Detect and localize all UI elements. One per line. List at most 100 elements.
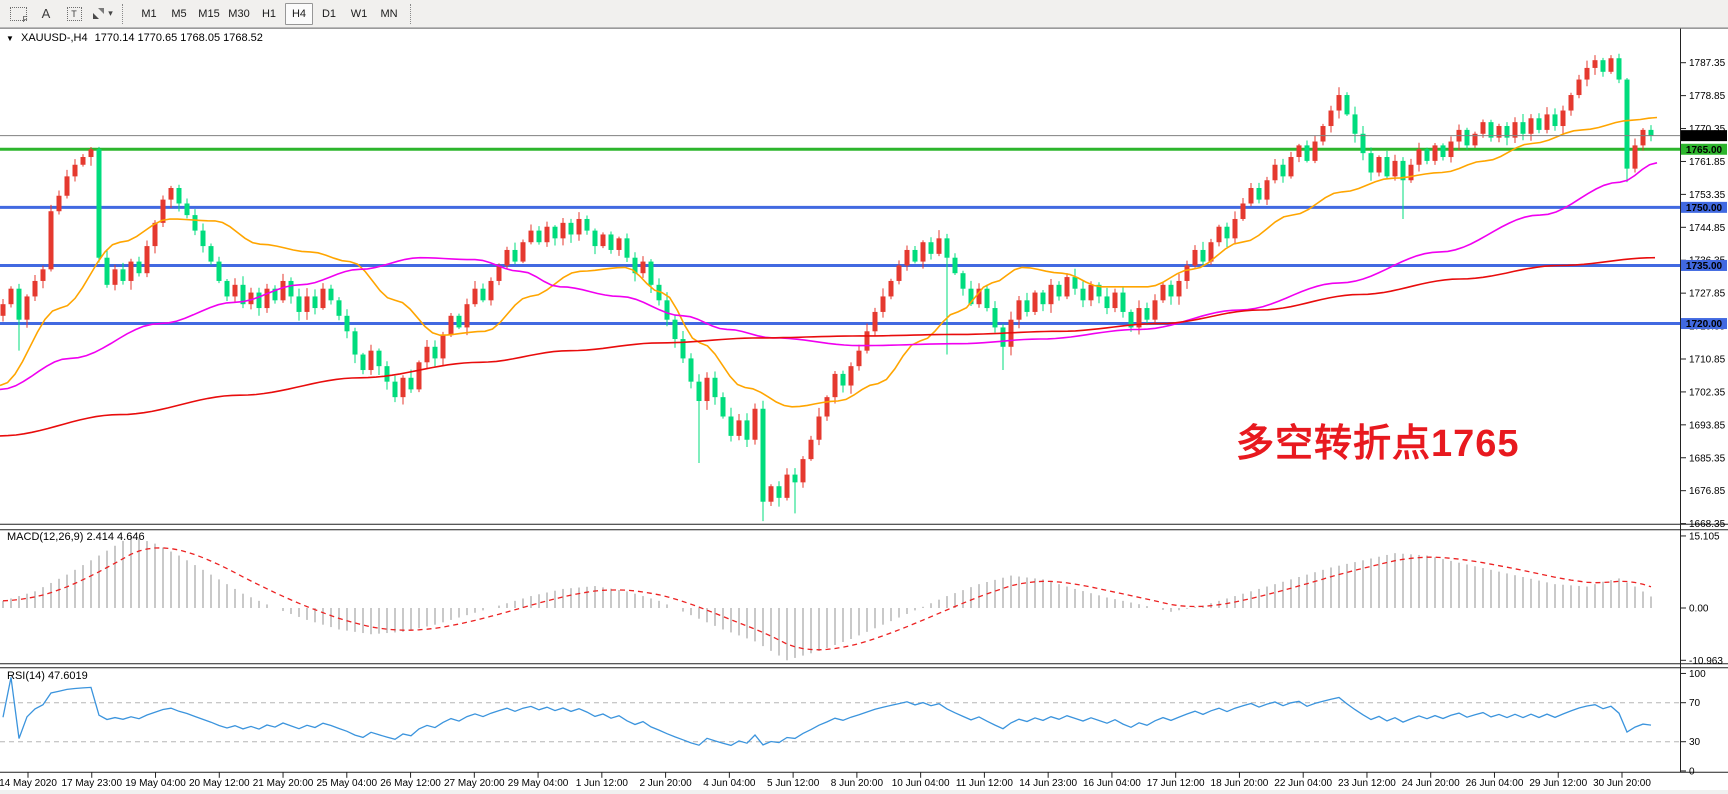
svg-text:29 May 04:00: 29 May 04:00 — [508, 778, 569, 789]
toolbar: F A T ▾ M1 M5 M15 M30 H1 H4 D1 W1 MN — [0, 0, 1728, 28]
svg-text:1787.35: 1787.35 — [1689, 58, 1726, 69]
chart-title: ▼ XAUUSD-,H4 1770.14 1770.65 1768.05 176… — [6, 32, 267, 44]
svg-text:16 Jun 04:00: 16 Jun 04:00 — [1083, 778, 1141, 789]
chart-title-symbol: XAUUSD-,H4 — [20, 32, 88, 44]
text-tool-button[interactable]: A — [33, 3, 59, 25]
macd-axis: 15.105 0.00 -10.963 — [1681, 531, 1723, 667]
ma-slow-red — [0, 256, 1656, 437]
ma-mid-magenta — [0, 162, 1658, 391]
svg-text:2 Jun 20:00: 2 Jun 20:00 — [639, 778, 692, 789]
svg-text:100: 100 — [1689, 669, 1706, 680]
rsi-line — [2, 677, 1652, 747]
arrows-dropdown-caret-icon[interactable]: ▾ — [108, 8, 113, 18]
svg-text:1 Jun 12:00: 1 Jun 12:00 — [576, 778, 629, 789]
level-price-box: 1735.00 — [1681, 259, 1727, 272]
timeframe-button-m30[interactable]: M30 — [228, 7, 250, 20]
symbol-dropdown-icon[interactable]: ▼ — [6, 34, 14, 43]
toolbar-separator — [122, 3, 129, 24]
svg-text:1735.00: 1735.00 — [1686, 261, 1723, 272]
svg-text:30 Jun 20:00: 30 Jun 20:00 — [1593, 778, 1651, 789]
svg-text:1710.85: 1710.85 — [1689, 354, 1726, 365]
svg-text:70: 70 — [1689, 698, 1701, 709]
svg-text:11 Jun 12:00: 11 Jun 12:00 — [956, 778, 1014, 789]
timeframe-button-h4[interactable]: H4 — [285, 2, 313, 25]
arrows-tool-icon — [93, 8, 105, 19]
svg-text:0.00: 0.00 — [1689, 604, 1709, 615]
text-tool-icon: A — [41, 6, 51, 21]
svg-text:15.105: 15.105 — [1689, 531, 1720, 542]
frame-f-tool-button[interactable]: F — [5, 3, 31, 25]
arrows-tool-button[interactable]: ▾ — [89, 3, 115, 25]
level-price-box: 1765.00 — [1681, 143, 1727, 156]
text-label-tool-icon: T — [66, 6, 82, 21]
svg-text:1727.85: 1727.85 — [1689, 289, 1726, 300]
svg-text:25 May 04:00: 25 May 04:00 — [316, 778, 377, 789]
rsi-indicator-label: RSI(14) 47.6019 — [7, 670, 88, 682]
chart-annotation[interactable]: 多空转折点1765 — [1236, 423, 1520, 465]
timeframe-button-m5[interactable]: M5 — [171, 7, 187, 20]
svg-text:1744.85: 1744.85 — [1689, 223, 1726, 234]
svg-text:14 May 2020: 14 May 2020 — [0, 778, 57, 789]
timeframe-button-m1[interactable]: M1 — [141, 7, 157, 20]
macd-indicator — [2, 535, 1652, 661]
chart-title-ohlc: 1770.14 1770.65 1768.05 1768.52 — [94, 32, 263, 44]
moving-averages — [0, 116, 1658, 437]
svg-text:27 May 20:00: 27 May 20:00 — [444, 778, 505, 789]
svg-text:0: 0 — [1689, 766, 1695, 777]
svg-text:1753.35: 1753.35 — [1689, 190, 1726, 201]
svg-text:1750.00: 1750.00 — [1686, 203, 1723, 214]
timeframe-button-mn[interactable]: MN — [380, 7, 398, 20]
svg-text:5 Jun 12:00: 5 Jun 12:00 — [767, 778, 820, 789]
toolbar-separator — [410, 3, 417, 24]
time-axis: 14 May 2020 17 May 23:00 19 May 04:00 20 Ma… — [0, 772, 1651, 789]
frame-f-tool-icon: F — [9, 6, 28, 23]
svg-text:-10.963: -10.963 — [1689, 656, 1723, 667]
current-price-box: 1768.52 — [1681, 130, 1727, 142]
svg-text:19 May 04:00: 19 May 04:00 — [125, 778, 186, 789]
level-price-box: 1750.00 — [1681, 201, 1727, 214]
chart-frame — [0, 28, 1728, 773]
svg-text:1770.35: 1770.35 — [1689, 124, 1726, 135]
candles-layer[interactable] — [0, 53, 1654, 522]
svg-text:1768.52: 1768.52 — [1686, 131, 1723, 142]
timeframe-button-d1[interactable]: D1 — [321, 7, 337, 20]
ma-fast-orange — [0, 116, 1658, 408]
svg-text:1676.85: 1676.85 — [1689, 486, 1726, 497]
macd-signal-line — [2, 547, 1652, 651]
svg-text:18 Jun 20:00: 18 Jun 20:00 — [1211, 778, 1269, 789]
svg-text:1693.85: 1693.85 — [1689, 420, 1726, 431]
horizontal-levels[interactable] — [0, 147, 1680, 326]
svg-text:29 Jun 12:00: 29 Jun 12:00 — [1529, 778, 1587, 789]
svg-text:1720.00: 1720.00 — [1686, 319, 1723, 330]
level-price-box: 1720.00 — [1681, 318, 1727, 330]
main-chart[interactable]: 1787.35 1778.85 1770.35 1761.85 1753.35 1744.… — [0, 28, 1728, 794]
svg-text:10 Jun 04:00: 10 Jun 04:00 — [892, 778, 950, 789]
text-label-tool-button[interactable]: T — [61, 3, 87, 25]
rsi-indicator — [0, 677, 1680, 747]
svg-text:4 Jun 04:00: 4 Jun 04:00 — [703, 778, 756, 789]
rsi-axis: 100 70 30 0 — [1681, 669, 1706, 777]
svg-text:17 May 23:00: 17 May 23:00 — [61, 778, 122, 789]
price-axis: 1787.35 1778.85 1770.35 1761.85 1753.35 1744.… — [1681, 58, 1726, 530]
svg-text:30: 30 — [1689, 737, 1701, 748]
svg-text:1765.00: 1765.00 — [1686, 145, 1723, 156]
timeframe-button-m15[interactable]: M15 — [198, 7, 220, 20]
svg-text:21 May 20:00: 21 May 20:00 — [253, 778, 314, 789]
svg-text:1778.85: 1778.85 — [1689, 91, 1726, 102]
svg-text:1761.85: 1761.85 — [1689, 157, 1726, 168]
svg-text:14 Jun 23:00: 14 Jun 23:00 — [1019, 778, 1077, 789]
svg-text:24 Jun 20:00: 24 Jun 20:00 — [1402, 778, 1460, 789]
timeframe-button-w1[interactable]: W1 — [350, 7, 368, 20]
svg-text:23 Jun 12:00: 23 Jun 12:00 — [1338, 778, 1396, 789]
svg-text:1685.35: 1685.35 — [1689, 453, 1726, 464]
macd-indicator-label: MACD(12,26,9) 2.414 4.646 — [7, 531, 145, 543]
svg-text:1668.35: 1668.35 — [1689, 519, 1726, 530]
window-bottom-edge — [0, 790, 1728, 794]
svg-text:26 May 12:00: 26 May 12:00 — [380, 778, 441, 789]
svg-text:22 Jun 04:00: 22 Jun 04:00 — [1274, 778, 1332, 789]
timeframe-button-h1[interactable]: H1 — [261, 7, 277, 20]
svg-text:20 May 12:00: 20 May 12:00 — [189, 778, 250, 789]
svg-text:26 Jun 04:00: 26 Jun 04:00 — [1466, 778, 1524, 789]
svg-text:8 Jun 20:00: 8 Jun 20:00 — [831, 778, 884, 789]
svg-text:17 Jun 12:00: 17 Jun 12:00 — [1147, 778, 1205, 789]
